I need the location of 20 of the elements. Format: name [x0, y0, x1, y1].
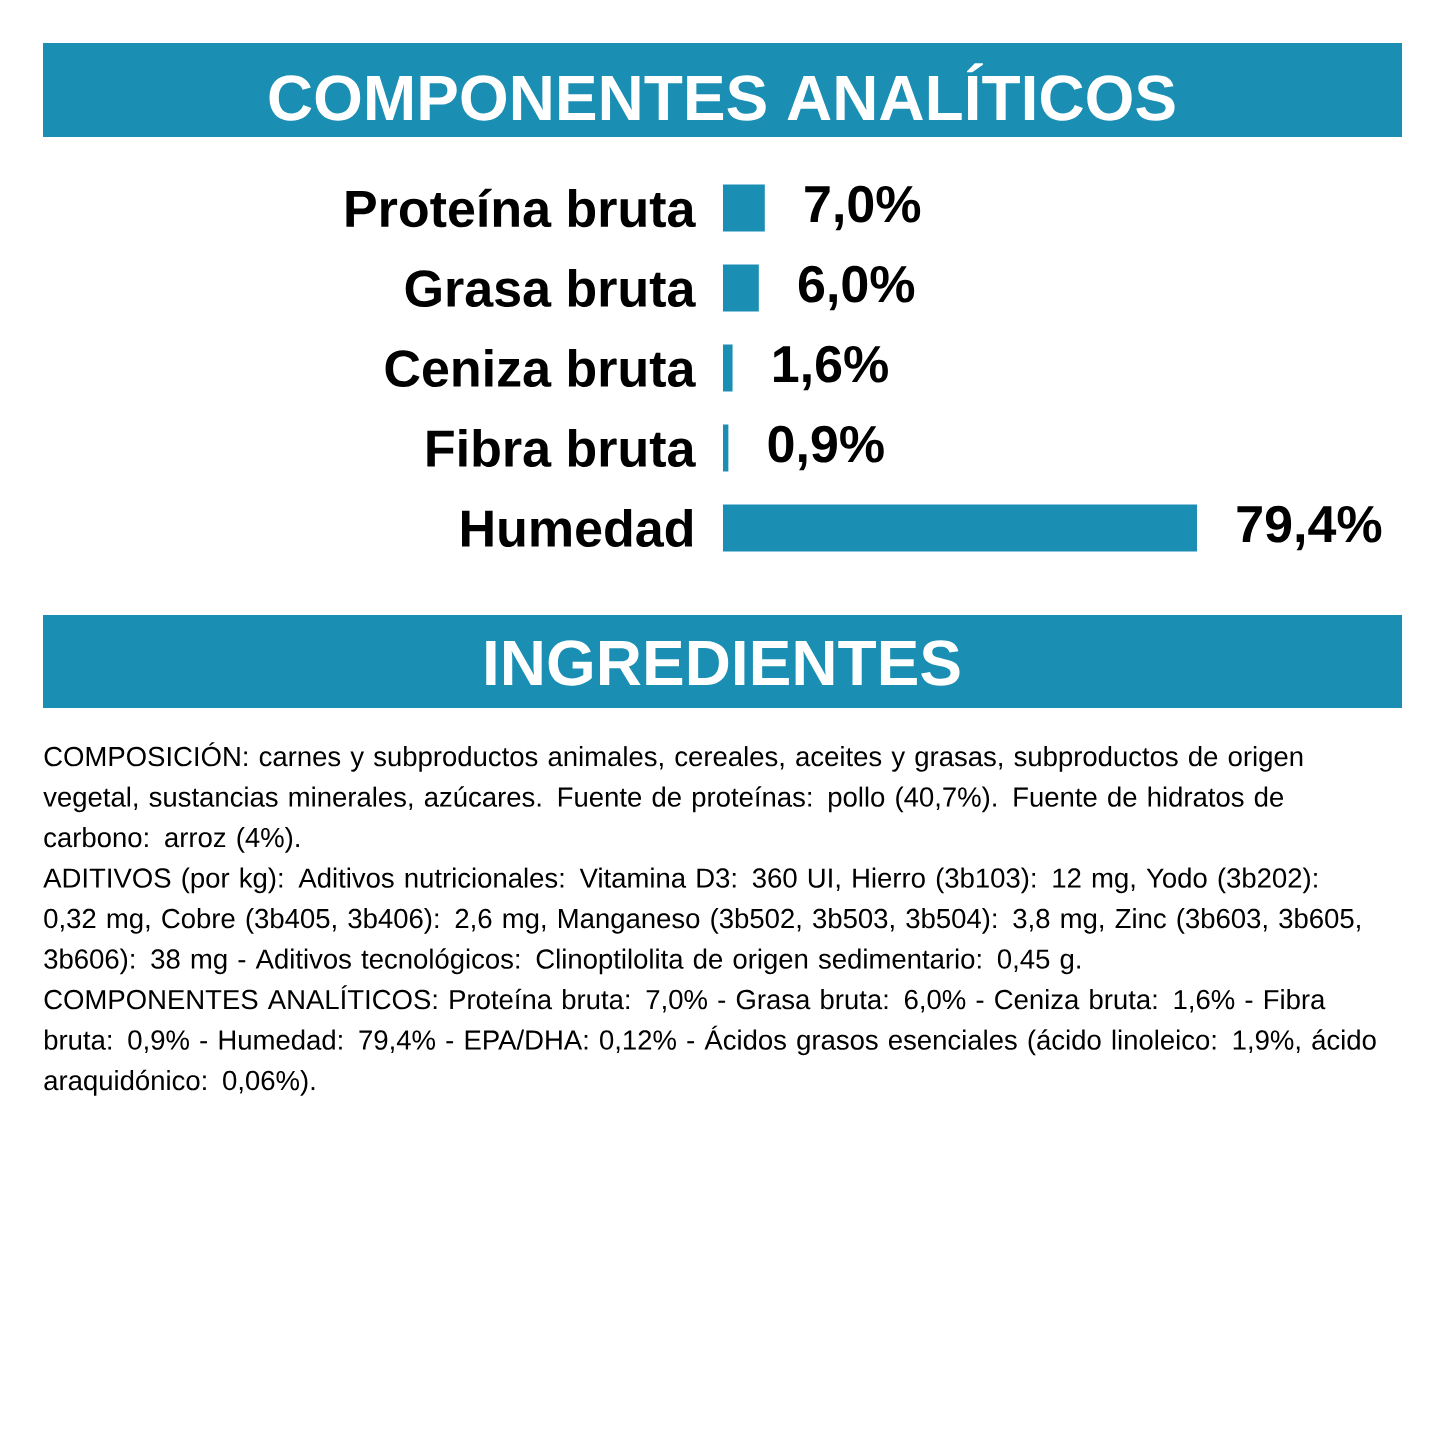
bar [723, 264, 759, 312]
bar [723, 424, 729, 472]
text: INGREDIENTES [486, 640, 960, 686]
data-label: 6,0% [798, 265, 915, 311]
y-tick-label: Grasa bruta [405, 268, 696, 308]
text: COMPOSICIÓN: carnes y subproductos animales, cereales, aceites y grasas, subproductos de origen vegetal, sustancias minerales, azúcares. Fuente de proteínas: pollo (40,7%). Fuente de hidratos de carbono: arroz (4%). [43, 742, 1303, 853]
text: COMPONENTES ANALÍTICOS: Proteína bruta: 7,0% - Grasa bruta: 6,0% - Ceniza bruta: 1,6% - Fibra bruta: 0,9% - Humedad: 79,4% - EPA/DHA: 0,12% - Ácidos grasos esenciales (ácido linoleico: 1,9%, ácido araquidónico: 0,06%). [44, 985, 1376, 1096]
y-tick-label: Fibra bruta [427, 428, 696, 468]
data-label: 1,6% [774, 345, 888, 391]
y-tick-label: Humedad [462, 508, 693, 548]
data-label: 79,4% [1237, 505, 1382, 551]
bar [723, 344, 733, 392]
bar [723, 184, 765, 232]
y-tick-label: Proteína bruta [346, 188, 696, 228]
data-label: 7,0% [805, 185, 921, 231]
bar [723, 504, 1197, 552]
data-label: 0,9% [768, 425, 884, 471]
chart-title: COMPONENTES ANALÍTICOS [269, 63, 1175, 121]
y-tick-label: Ceniza bruta [385, 348, 696, 388]
text: ADITIVOS (por kg): Aditivos nutricionales: Vitamina D3: 360 UI, Hierro (3b103): 12 mg, Yodo (3b202): 0,32 mg, Cobre (3b405, 3b406): 2,6 mg, Manganeso (3b502, 3b503, 3b504): 3,8 mg, Zinc (3b603, 3b605, 3b606): 38 mg - Aditivos tecnológicos: Clinoptilolita de origen sedimentario: 0,45 g. [43, 867, 1360, 975]
